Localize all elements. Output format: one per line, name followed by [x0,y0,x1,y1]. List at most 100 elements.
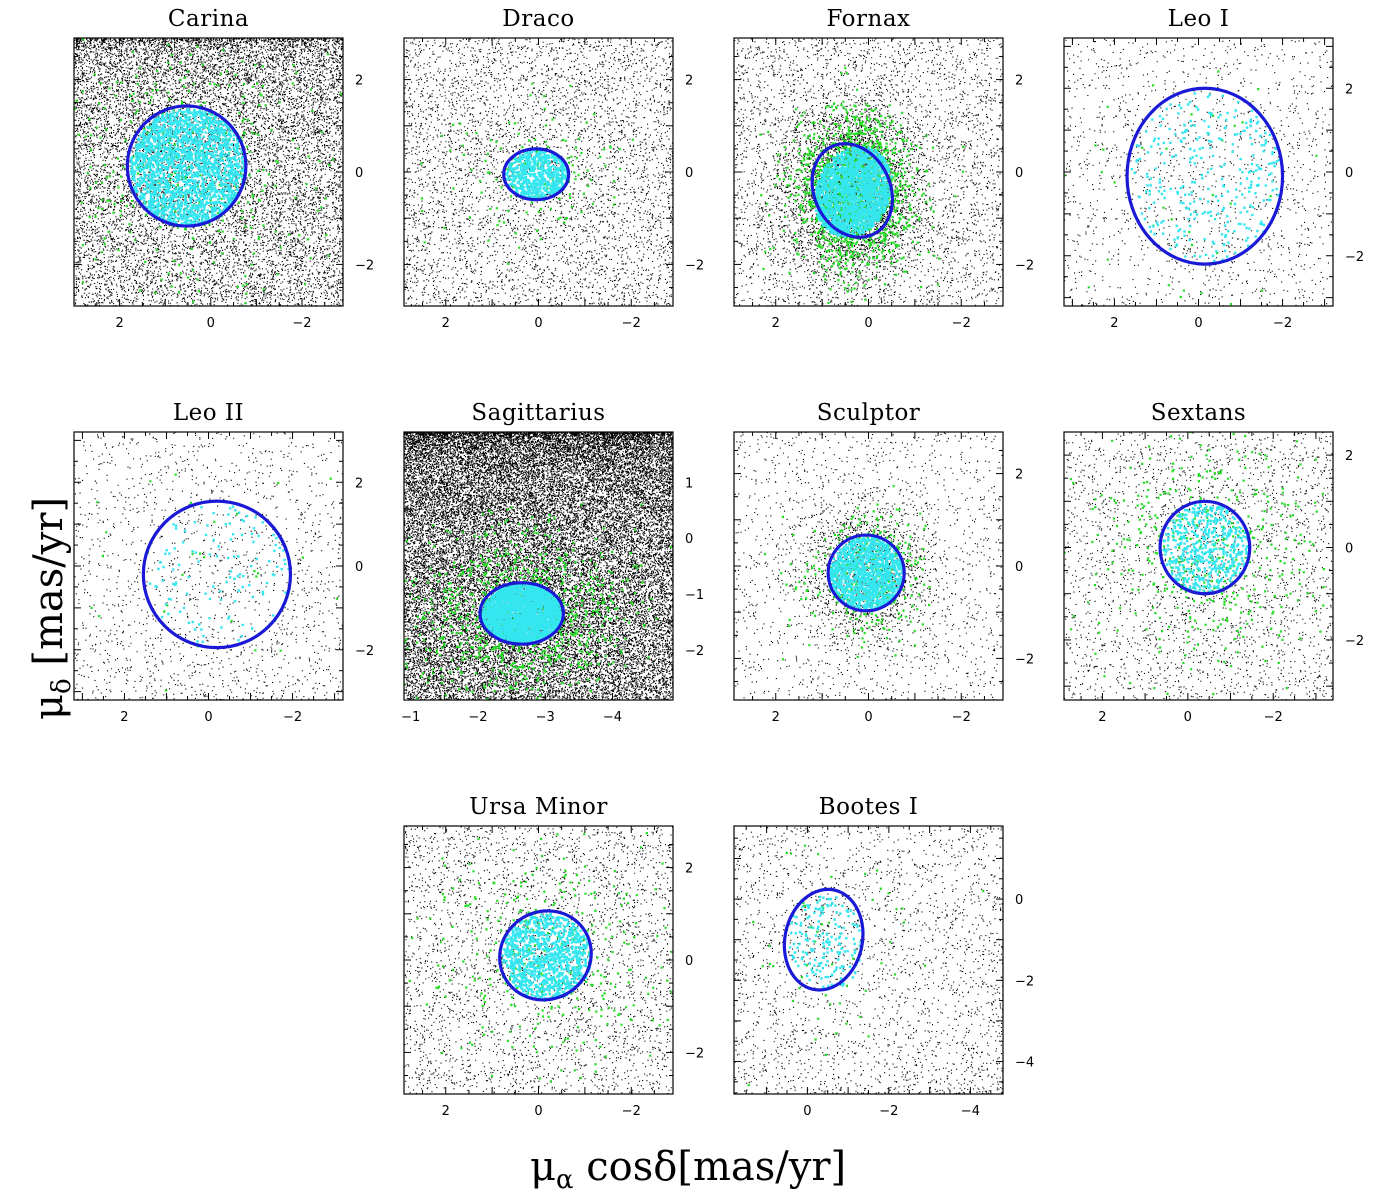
selection-ellipse [143,501,290,648]
scatter-points [355,432,703,754]
candidate-members [946,0,1384,459]
y-tick-label: 2 [1015,468,1023,483]
x-tick-label: −1 [401,710,420,725]
x-tick-label: 0 [534,1104,542,1119]
plot-frame [1064,38,1333,306]
x-axis-label-mu: μ [530,1144,556,1190]
panels: 2 0 −2 2 0 −2 Carina 2 0 −2 2 0 −2 Draco 2 0 −2 2 0 −2 Forna… [0,0,1384,1160]
y-tick-label: −2 [1015,652,1034,667]
panel-title: Leo II [173,400,244,426]
x-tick-label: 2 [772,316,780,331]
x-tick-label: −4 [603,710,622,725]
members [1131,92,1281,262]
panel-draco: 2 0 −2 2 0 −2 Draco [404,6,704,331]
y-axis-label-mu: μ [26,694,72,720]
y-tick-label: 2 [685,74,693,89]
y-tick-label: 0 [355,560,363,575]
panel-title: Draco [502,6,574,32]
plot-frame [734,432,1003,700]
y-tick-label: 0 [1015,560,1023,575]
x-tick-label: −2 [952,316,971,331]
candidate-members [0,0,425,400]
x-tick-label: 0 [534,316,542,331]
x-tick-label: 0 [864,710,872,725]
y-axis-label-sub: δ [47,678,77,694]
y-tick-label: 2 [355,74,363,89]
x-axis-label: μα cosδ[mas/yr] [530,1144,846,1195]
members [149,506,290,644]
y-tick-label: 0 [355,166,363,181]
y-tick-label: −2 [685,1046,704,1061]
x-tick-label: −2 [952,710,971,725]
x-tick-label: −2 [879,1104,898,1119]
x-tick-label: −2 [1264,710,1283,725]
panel-sagittarius: −1 −2 −3 −4 1 0 −1 −2 Sagittarius [355,400,704,754]
y-tick-label: 0 [1015,166,1023,181]
background-stars [1064,39,1334,307]
panel-title: Bootes I [819,794,919,820]
y-tick-label: −2 [1345,634,1364,649]
x-tick-label: 2 [120,710,128,725]
scatter-points [734,432,1004,701]
y-tick-label: 0 [685,954,693,969]
background-stars [1064,432,1334,701]
x-tick-label: −2 [283,710,302,725]
y-tick-label: 0 [685,166,693,181]
plot-frame [734,826,1003,1094]
x-tick-label: 2 [115,316,123,331]
y-tick-label: −2 [355,258,374,273]
x-tick-label: 2 [1110,316,1118,331]
background-stars [734,826,1004,1095]
x-tick-label: 0 [207,316,215,331]
scatter-points [0,0,425,400]
y-tick-label: 1 [685,476,693,491]
panel-title: Leo I [1168,6,1230,32]
panel-title: Ursa Minor [469,794,608,820]
scatter-points [0,361,530,721]
x-tick-label: 0 [204,710,212,725]
y-tick-label: −2 [355,644,374,659]
y-axis-label-rest: [mas/yr] [26,497,72,678]
y-tick-label: 0 [1345,166,1353,181]
panel-title: Sculptor [817,400,921,426]
scatter-points [404,38,674,307]
y-tick-label: 0 [1015,893,1023,908]
panel-title: Fornax [826,6,910,32]
x-tick-label: −2 [622,1104,641,1119]
x-axis-label-rest: cosδ[mas/yr] [574,1144,847,1190]
panel-title: Carina [168,6,249,32]
x-tick-label: 2 [772,710,780,725]
x-tick-label: 2 [442,1104,450,1119]
panel-title: Sagittarius [471,400,605,426]
panel-leo-i: 2 0 −2 2 0 −2 Leo I [946,0,1384,459]
background-stars [734,432,1004,701]
x-tick-label: 0 [1194,316,1202,331]
y-tick-label: −2 [685,258,704,273]
x-tick-label: −2 [468,710,487,725]
y-tick-label: 2 [685,862,693,877]
panel-sculptor: 2 0 −2 2 0 −2 Sculptor [734,400,1034,725]
y-tick-label: −2 [685,644,704,659]
y-tick-label: 0 [1345,542,1353,557]
x-tick-label: 0 [803,1104,811,1119]
x-tick-label: −2 [1273,316,1292,331]
x-tick-label: 2 [1098,710,1106,725]
plot-frame [74,432,343,700]
y-axis-label: μδ [mas/yr] [26,497,77,720]
x-tick-label: −2 [292,316,311,331]
y-tick-label: −1 [685,588,704,603]
background-stars [74,432,344,701]
y-tick-label: 2 [1345,82,1353,97]
x-tick-label: 2 [442,316,450,331]
x-tick-label: −3 [536,710,555,725]
panel-title: Sextans [1151,400,1246,426]
y-tick-label: −4 [1015,1056,1034,1071]
candidate-members [0,361,530,721]
y-tick-label: 2 [1015,74,1023,89]
x-tick-label: −2 [622,316,641,331]
